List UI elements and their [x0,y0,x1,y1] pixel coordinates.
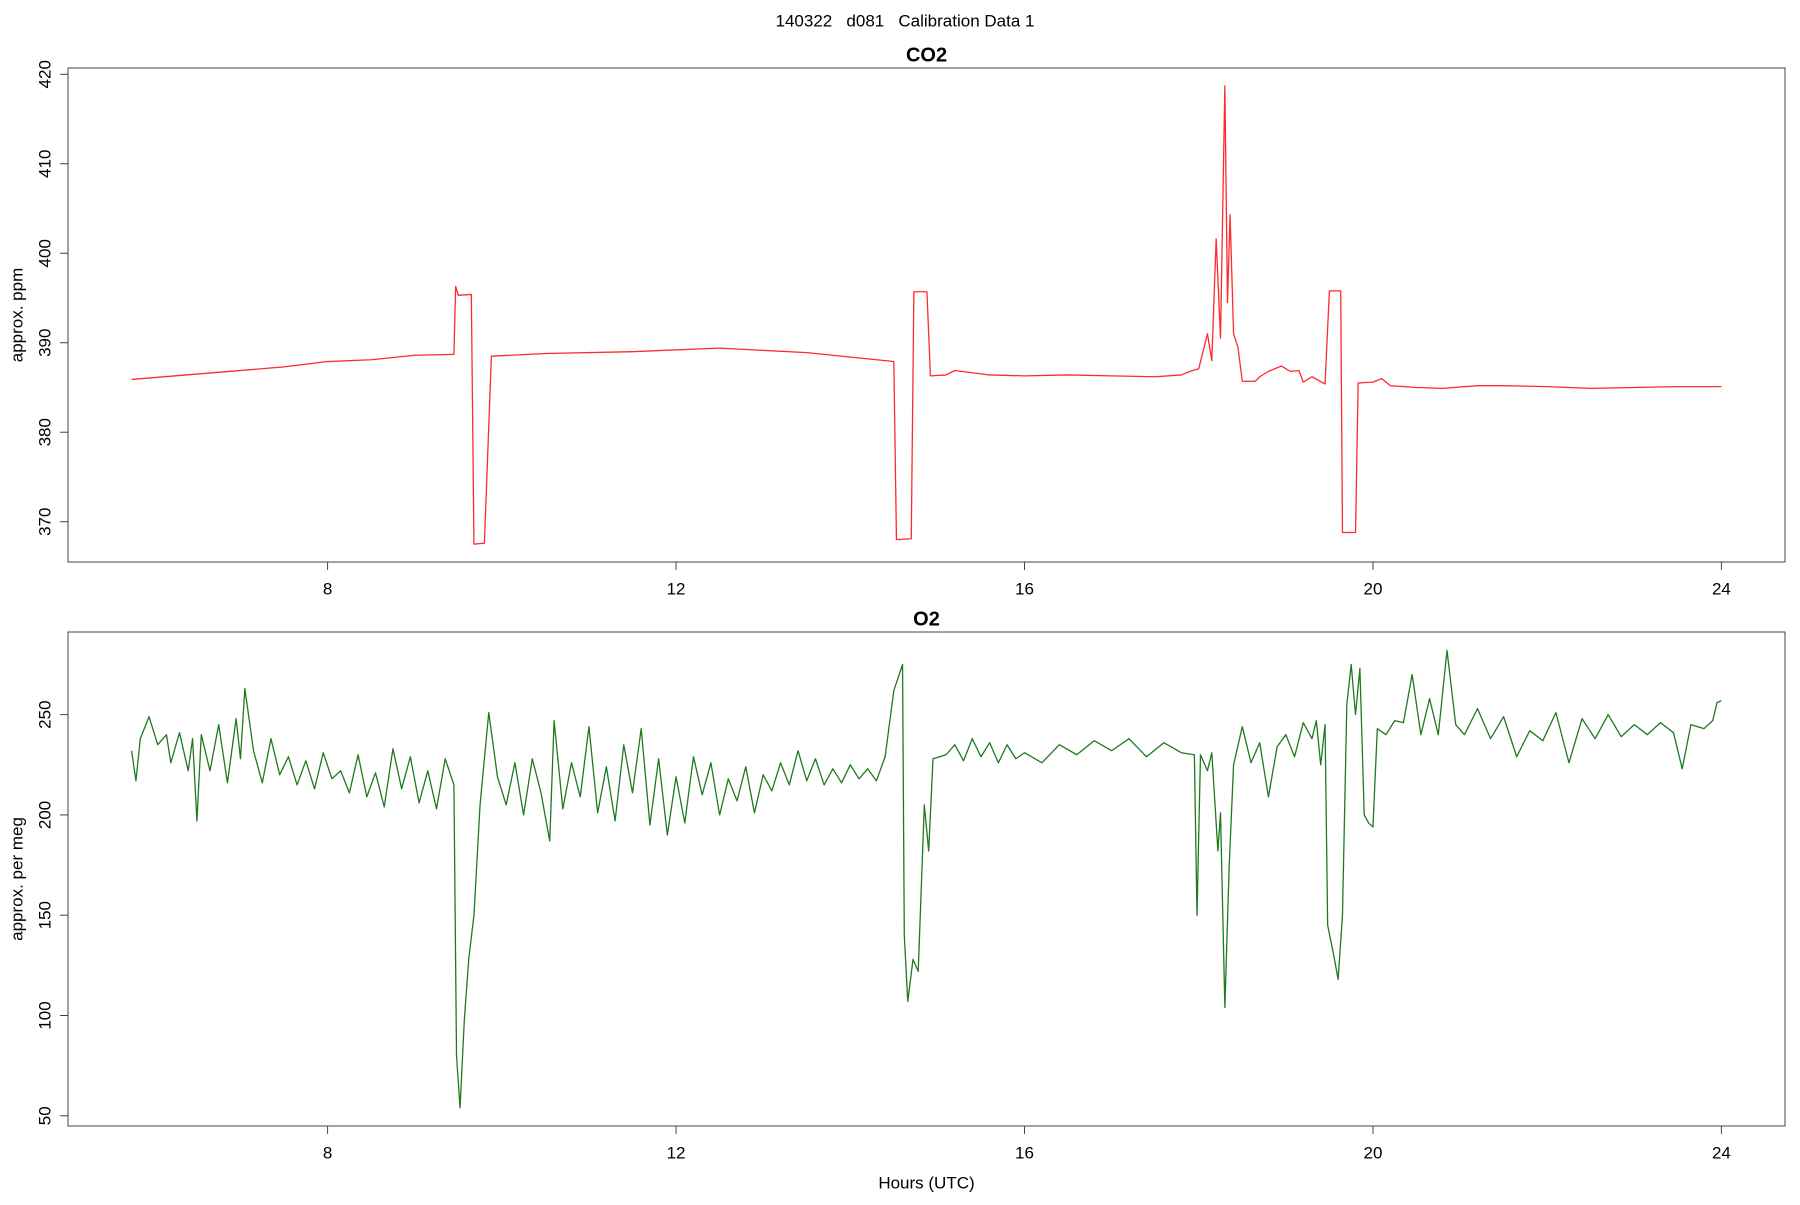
y-axis-label: approx. ppm [7,268,26,363]
y-tick-label: 380 [35,418,54,446]
plot-frame [67,67,1786,563]
y-tick-label: 100 [35,1001,54,1029]
y-tick-label: 410 [35,150,54,178]
y-tick-label: 50 [35,1106,54,1125]
x-tick-label: 20 [1363,579,1382,598]
y-axis-label: approx. per meg [7,817,26,941]
panel-title: O2 [913,608,940,630]
panel-title: CO2 [906,44,947,66]
x-tick-label: 16 [1015,1143,1034,1162]
chart-title: 140322 d081 Calibration Data 1 [776,11,1035,30]
y-tick-label: 150 [35,901,54,929]
x-tick-label: 24 [1712,579,1731,598]
x-tick-label: 24 [1712,1143,1731,1162]
plot-frame [67,631,1786,1127]
x-tick-label: 12 [667,1143,686,1162]
data-line [131,85,1722,545]
x-tick-label: 8 [323,1143,332,1162]
y-tick-label: 250 [35,700,54,728]
x-tick-label: 12 [667,579,686,598]
y-tick-label: 390 [35,329,54,357]
y-tick-label: 200 [35,801,54,829]
x-axis-label: Hours (UTC) [878,1173,974,1192]
x-tick-label: 16 [1015,579,1034,598]
x-tick-label: 20 [1363,1143,1382,1162]
y-tick-label: 400 [35,239,54,267]
data-line [130,649,1722,1109]
y-tick-label: 420 [35,60,54,88]
x-tick-label: 8 [323,579,332,598]
y-tick-label: 370 [35,508,54,536]
